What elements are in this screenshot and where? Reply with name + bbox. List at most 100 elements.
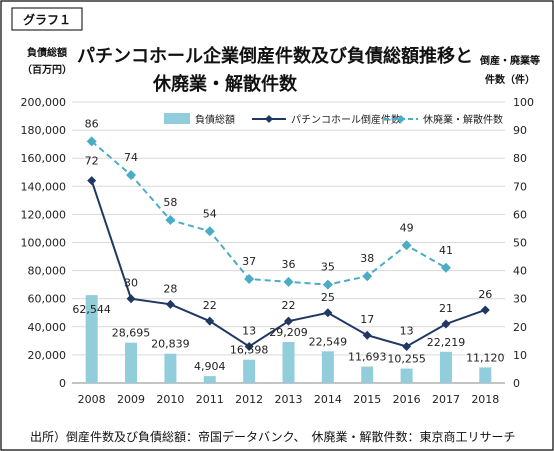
bar-series [85,295,492,383]
bankruptcy-value-label: 22 [203,299,217,312]
closures-point [283,276,294,287]
bankruptcy-value-label: 28 [163,282,177,295]
bankruptcy-value-label: 17 [360,313,374,326]
legend-marker-line [265,115,273,123]
chart-title-line1: パチンコホール企業倒産件数及び負債総額推移と [77,45,473,67]
bankruptcy-value-label: 13 [242,324,256,337]
bar [282,341,295,383]
legend: 負債総額 パチンコホール倒産件数 休廃業・解散件数 [164,113,503,126]
chart-title-line2: 休廃業・解散件数 [152,73,298,95]
bar [321,351,334,383]
bankruptcy-point [205,316,215,326]
y-right-tick-label: 90 [513,124,527,137]
bar-value-label: 4,904 [194,360,226,373]
bar-value-label: 10,255 [387,353,426,366]
bar [400,368,413,383]
y-right-tick-label: 70 [513,180,527,193]
closures-point [204,226,215,237]
x-tick-label: 2009 [117,393,145,406]
legend-label: パチンコホール倒産件数 [291,113,401,126]
closures-value-label: 49 [400,221,414,234]
closures-point [126,170,137,181]
bar [243,359,256,383]
bar [164,353,177,383]
closures-point [362,271,373,282]
bar-value-label: 20,839 [151,338,190,351]
y-left-tick-label: 140,000 [21,180,67,193]
closures-point [86,136,97,147]
bar-value-label: 29,209 [269,326,308,339]
y-right-tick-label: 60 [513,208,527,221]
y-right-tick-label: 80 [513,152,527,165]
y-right-tick-label: 10 [513,349,527,362]
x-tick-label: 2015 [353,393,381,406]
y-left-tick-label: 20,000 [28,349,67,362]
y-right-title-line2: 件数（件） [485,73,535,86]
line-series [86,136,490,351]
closures-value-label: 38 [360,252,374,265]
bar-value-label: 62,544 [72,303,111,316]
closures-value-label: 58 [163,196,177,209]
y-left-tick-label: 80,000 [28,265,67,278]
closures-line [91,140,447,286]
badge-box [11,7,83,31]
bankruptcy-point [402,341,412,351]
closures-value-label: 86 [85,117,99,130]
bankruptcy-point [165,299,175,309]
bankruptcy-point [323,308,333,318]
legend-swatch-bar [164,113,190,124]
y-right-tick-label: 0 [513,377,520,390]
x-tick-label: 2008 [78,393,106,406]
closures-value-label: 35 [321,261,335,274]
bankruptcy-value-label: 26 [478,288,492,301]
x-tick-label: 2010 [156,393,184,406]
closures-point [401,240,412,251]
gridlines [72,101,505,384]
x-tick-label: 2018 [471,393,499,406]
bar [85,295,98,383]
legend-label: 負債総額 [195,113,235,126]
y-left-title-line1: 負債総額 [27,46,67,59]
bar-value-label: 22,219 [427,336,466,349]
y-left-tick-label: 180,000 [21,124,67,137]
y-left-title-line2: （百万円） [22,63,72,76]
legend-marker-dashed [397,115,405,123]
y-left-tick-label: 40,000 [28,321,67,334]
bar [479,367,492,383]
closures-point [322,279,333,290]
closures-point [165,215,176,226]
source-note: 出所）倒産件数及び負債総額：帝国データバンク、 休廃業・解散件数：東京商工リサー… [30,429,516,444]
bankruptcy-point [441,319,451,329]
bankruptcy-point [87,176,97,186]
bankruptcy-point [480,305,490,315]
y-right-title-line1: 倒産・廃業等 [479,54,540,67]
y-right-tick-label: 30 [513,293,527,306]
closures-value-label: 41 [439,244,453,257]
closures-point [440,262,451,273]
closures-value-label: 37 [242,255,256,268]
y-right-tick-label: 50 [513,237,527,250]
legend-label: 休廃業・解散件数 [423,113,503,126]
y-left-tick-label: 200,000 [21,96,67,109]
x-tick-label: 2017 [432,393,460,406]
bankruptcy-value-label: 72 [85,155,99,168]
x-tick-label: 2016 [393,393,421,406]
y-left-tick-label: 160,000 [21,152,67,165]
x-tick-label: 2013 [275,393,303,406]
bar-value-label: 22,549 [309,335,348,348]
y-right-tick-label: 40 [513,265,527,278]
bar-value-label: 28,695 [112,327,151,340]
tick-labels: 0 20,000 40,000 60,000 80,000 100,000 120,000 1… [21,96,535,406]
badge-label: グラフ１ [23,12,71,27]
y-left-tick-label: 60,000 [28,293,67,306]
bankruptcy-point [284,316,293,326]
y-left-tick-label: 0 [59,377,66,390]
x-tick-label: 2014 [314,393,342,406]
bankruptcy-point [362,330,372,340]
bankruptcy-value-label: 30 [124,277,138,290]
bar-value-label: 11,120 [466,351,505,364]
y-left-tick-label: 100,000 [21,237,67,250]
x-tick-label: 2012 [235,393,263,406]
